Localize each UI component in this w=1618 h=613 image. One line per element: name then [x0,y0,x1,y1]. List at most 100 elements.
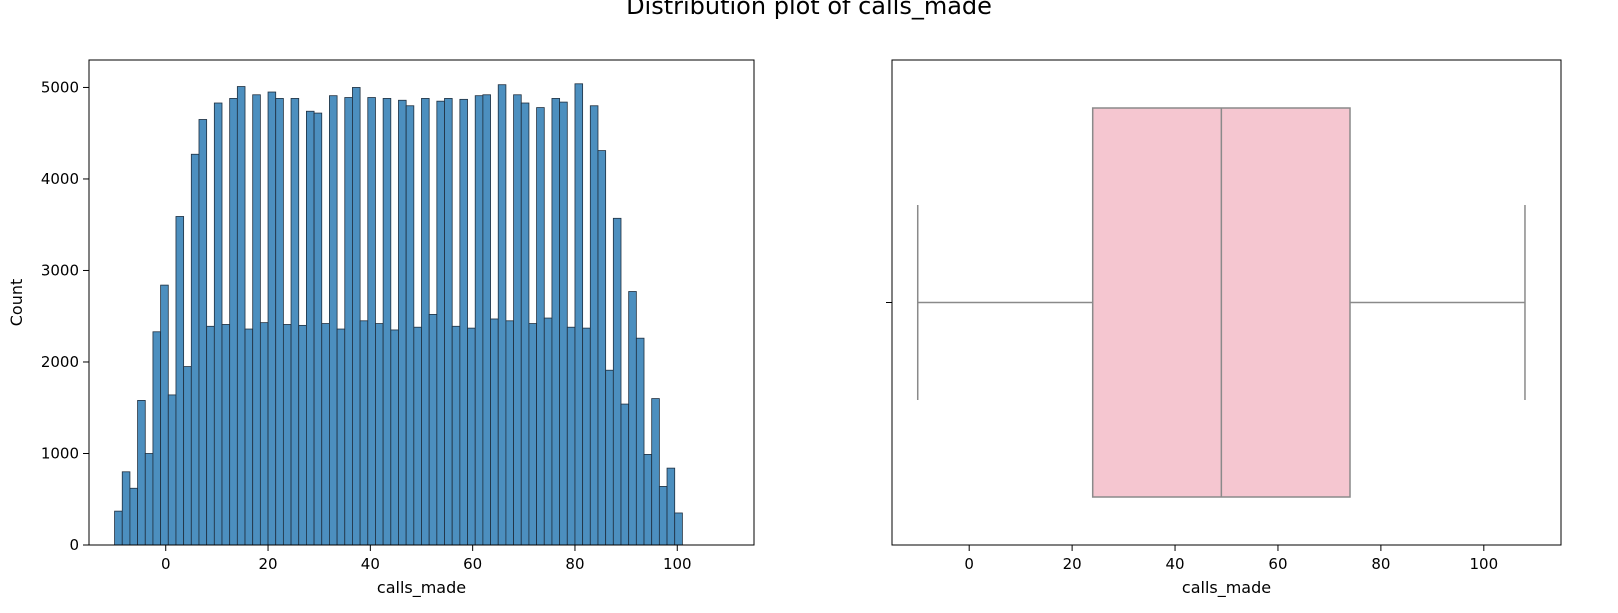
histogram-bar [390,329,399,546]
histogram-bar [382,98,392,546]
histogram-bar [582,327,591,546]
histogram-bar [244,328,254,546]
histogram-bar [589,105,599,546]
x-tick-label: 20 [1063,555,1082,573]
y-tick-label: 0 [69,536,79,554]
histogram-bar [505,320,514,546]
histogram-bar [259,322,269,546]
histogram-bar [329,95,338,546]
x-tick-label: 100 [663,555,692,573]
histogram-bar [551,98,561,546]
histogram-bar [221,324,231,546]
y-tick-label: 5000 [41,78,79,96]
histogram-bar [459,98,468,546]
x-tick-label: 0 [161,555,171,573]
histogram-bar [183,366,192,546]
x-tick-label: 80 [565,555,584,573]
histogram-bar [252,94,261,546]
histogram-bar [497,84,507,546]
histogram-bar [213,102,223,546]
histogram-bar [344,97,353,546]
histogram-bar [398,99,407,546]
histogram-bar [651,398,660,546]
histogram-bar [114,510,123,546]
histogram-bar [367,97,376,546]
histogram-bar [190,153,200,546]
histogram-bar [620,403,630,546]
histogram-bar [520,102,530,546]
histogram-bar [267,91,277,546]
histogram-bar [543,317,553,546]
histogram-bar [490,318,499,546]
histogram-bar [528,323,537,546]
histogram-bar [597,150,607,546]
histogram-bar [175,216,185,546]
histogram-bar [674,512,683,546]
histogram-bar [605,369,614,546]
histogram-bar [336,328,346,546]
histogram-panel: 0 20 40 60 80 100010002000300040005000calls_m… [7,59,755,598]
histogram-bar [658,486,668,546]
histogram-bar [152,331,162,546]
boxplot-panel: 0 20 40 60 80 100 calls_made [886,59,1562,598]
histogram-bar [129,487,138,546]
histogram-bar [444,98,453,546]
histogram-bar [474,95,484,546]
histogram-bar [137,400,146,546]
histogram-bar [321,323,330,546]
x-tick-label: 60 [463,555,482,573]
histogram-bar [643,454,653,546]
figure-title: Distribution plot of calls_made [626,0,992,20]
histogram-bar [635,337,645,546]
histogram-bar [566,326,576,546]
histogram-bar [451,325,461,546]
histogram-bar [436,100,445,546]
histogram-bar [513,94,522,546]
y-tick-label: 3000 [41,261,79,279]
histogram-bar [536,107,545,546]
y-tick-label: 2000 [41,353,79,371]
histogram-bar [428,313,438,546]
x-tick-label: 0 [964,555,974,573]
x-tick-label: 20 [258,555,277,573]
x-tick-label: 40 [361,555,380,573]
histogram-bar [160,284,169,546]
histogram-bar [198,119,208,546]
x-axis-label: calls_made [377,578,466,598]
histogram-bar [628,291,637,546]
histogram-frame [88,59,755,546]
histogram-bar [559,101,568,546]
x-tick-label: 100 [1469,555,1498,573]
histogram-bar [574,83,584,546]
histogram-bar [298,324,307,546]
x-tick-label: 80 [1371,555,1390,573]
histogram-bar [144,453,154,546]
histogram-bar [167,394,177,546]
x-tick-label: 40 [1165,555,1184,573]
histogram-bar [206,325,215,546]
histogram-bar [352,87,361,546]
histogram-bar [482,94,491,546]
y-tick-label: 1000 [41,444,79,462]
histogram-bar [313,112,323,546]
histogram-bar [359,320,369,546]
y-axis-label: Count [7,279,26,327]
histogram-bar [375,323,384,546]
histogram-bar [421,98,430,546]
histogram-bar [290,98,300,546]
histogram-bar [229,98,238,546]
histogram-bar [282,324,292,546]
histogram-bar [121,471,131,546]
histogram-bar [275,98,284,546]
histogram-bar [467,327,476,546]
histogram-bar [236,86,246,546]
histogram-bar [413,326,422,546]
histogram-bar [612,217,622,546]
histogram-bar [306,110,315,546]
histogram-bar [405,105,415,546]
y-tick-label: 4000 [41,170,79,188]
x-tick-label: 60 [1268,555,1287,573]
x-axis-label: calls_made [1182,578,1271,598]
histogram-bar [666,467,676,546]
